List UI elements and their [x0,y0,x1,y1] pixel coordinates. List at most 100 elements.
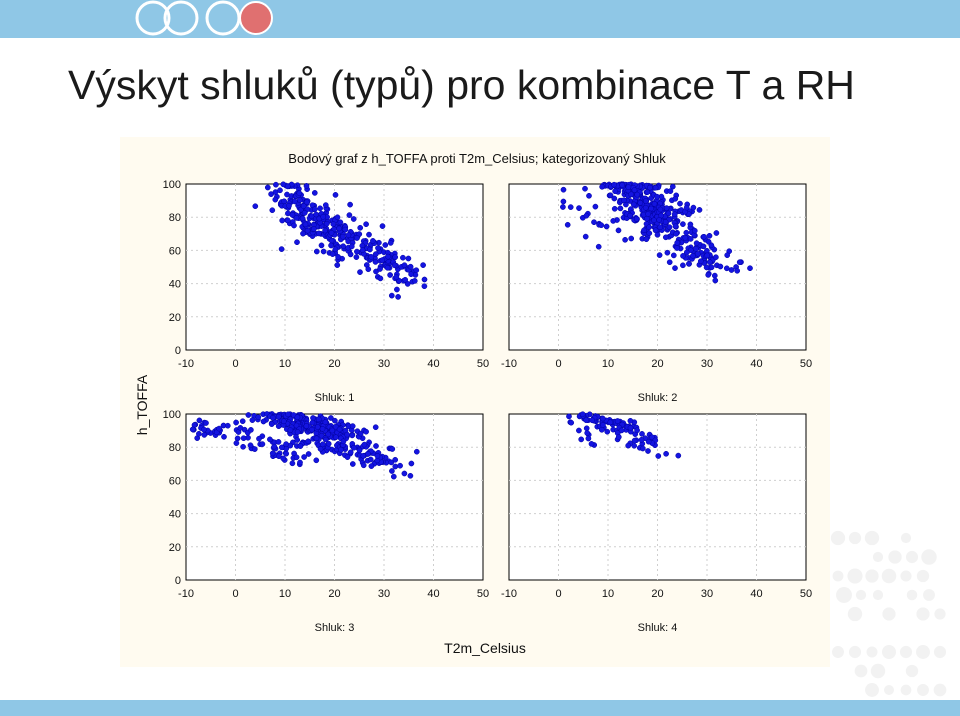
data-point [313,457,320,464]
data-point [293,215,300,221]
x-tick-label: 0 [555,588,561,600]
data-point [665,210,672,217]
data-point [670,252,677,259]
data-point [667,188,674,194]
data-point [311,190,318,196]
data-point [268,421,275,427]
data-point [591,219,597,226]
decoration-dot [848,531,862,545]
data-point [359,247,366,253]
data-point [696,207,703,213]
data-point [683,249,690,256]
data-point [260,418,267,425]
data-point [367,246,373,253]
data-point [221,433,227,440]
data-point [652,184,659,191]
decoration-dot [905,664,919,678]
data-point [615,227,622,234]
data-point [317,446,324,452]
data-point [641,227,647,234]
data-point [349,461,356,467]
decoration-dot [848,645,862,659]
data-point [361,441,368,448]
data-point [628,235,635,242]
data-point [342,226,349,233]
data-point [336,426,343,433]
data-point [592,203,599,210]
data-point [354,248,360,255]
data-point [680,253,686,259]
data-point [420,262,426,268]
data-point [576,205,582,211]
data-point [322,227,328,234]
data-point [724,252,731,259]
data-point [389,446,396,452]
data-point [388,292,395,299]
data-point [275,413,282,420]
data-point [338,446,344,453]
data-point [579,411,586,418]
data-point [674,239,681,246]
data-point [654,193,660,200]
data-point [664,249,671,256]
decoration-dot [870,663,886,679]
data-point [633,215,640,222]
data-point [374,452,381,459]
data-point [701,233,707,240]
data-point [401,470,408,477]
data-point [612,188,618,195]
data-point [320,248,327,255]
data-point [305,438,312,445]
data-point [382,242,389,248]
data-point [662,234,669,241]
data-point [642,198,649,204]
data-point [272,196,279,203]
data-point [302,221,309,228]
decoration-dot [899,645,913,659]
data-point [313,248,320,255]
data-point [377,275,384,282]
decoration-dot [847,606,863,622]
data-point [360,462,367,469]
data-point [728,267,735,273]
x-tick-label: 10 [602,588,614,600]
data-point [642,204,649,211]
data-point [315,416,322,423]
decoration-dot [872,589,884,601]
data-point [259,441,266,447]
data-point [320,213,327,220]
panel-label: Shluk: 1 [315,392,355,404]
x-tick-label: -10 [501,358,517,370]
data-point [656,217,663,223]
data-point [634,427,640,434]
data-point [618,427,625,434]
data-point [365,450,371,457]
data-point [560,186,567,193]
data-point [693,240,700,247]
data-point [686,260,692,267]
data-point [700,243,707,250]
data-point [304,227,311,234]
data-point [578,436,585,443]
data-point [291,198,298,205]
decoration-dot [917,684,929,696]
data-point [196,430,202,437]
data-point [325,440,332,447]
data-point [666,224,673,231]
x-tick-label: -10 [501,588,517,600]
x-tick-label: 0 [232,588,238,600]
data-point [255,414,262,421]
data-point [309,426,315,433]
data-point [329,427,336,434]
x-tick-label: 40 [427,588,439,600]
data-point [303,183,310,189]
data-point [595,243,602,250]
y-tick-label: 100 [163,179,181,191]
data-point [239,418,246,425]
data-point [421,283,428,290]
data-point [652,227,659,234]
data-point [319,441,326,448]
data-point [304,206,311,212]
data-point [617,205,624,212]
scatter-panel: -10 0 10 20 30 40 50 Shluk: 2 [501,181,812,404]
